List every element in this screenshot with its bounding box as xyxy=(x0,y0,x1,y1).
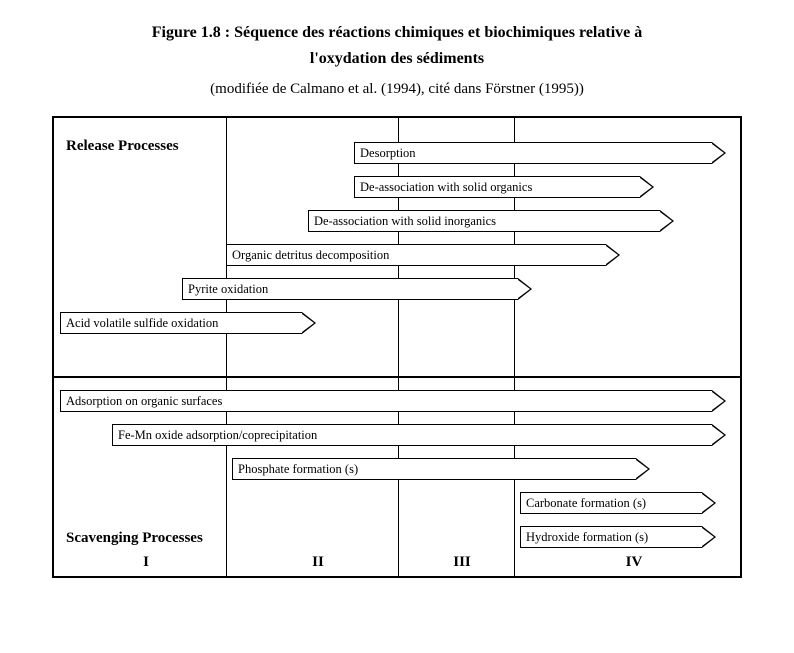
release-arrow-4-label: Pyrite oxidation xyxy=(182,278,518,300)
title-line-2: l'oxydation des sédiments xyxy=(310,50,484,67)
scavenging-arrow-4-label: Hydroxide formation (s) xyxy=(520,526,702,548)
column-divider-1 xyxy=(226,118,227,576)
arrow-head-icon xyxy=(660,210,674,232)
arrow-head-icon xyxy=(636,458,650,480)
arrow-head-icon xyxy=(702,492,716,514)
release-arrow-2: De-association with solid inorganics xyxy=(308,210,674,232)
arrow-head-icon xyxy=(640,176,654,198)
release-arrow-5: Acid volatile sulfide oxidation xyxy=(60,312,316,334)
phase-label-II: II xyxy=(298,554,338,571)
section-divider xyxy=(54,376,740,378)
arrow-head-icon xyxy=(712,142,726,164)
release-arrow-3-label: Organic detritus decomposition xyxy=(226,244,606,266)
release-arrow-5-label: Acid volatile sulfide oxidation xyxy=(60,312,302,334)
scavenging-arrow-4: Hydroxide formation (s) xyxy=(520,526,716,548)
release-processes-label: Release Processes xyxy=(66,138,179,155)
scavenging-arrow-2: Phosphate formation (s) xyxy=(232,458,650,480)
figure-subtitle: (modifiée de Calmano et al. (1994), cité… xyxy=(20,81,774,98)
arrow-head-icon xyxy=(702,526,716,548)
arrow-head-icon xyxy=(606,244,620,266)
figure-title: Figure 1.8 : Séquence des réactions chim… xyxy=(60,20,734,71)
scavenging-arrow-1-label: Fe-Mn oxide adsorption/coprecipitation xyxy=(112,424,712,446)
release-arrow-1: De-association with solid organics xyxy=(354,176,654,198)
release-arrow-0-label: Desorption xyxy=(354,142,712,164)
process-diagram: Release ProcessesScavenging ProcessesIII… xyxy=(52,116,742,578)
phase-label-III: III xyxy=(442,554,482,571)
title-line-1: Figure 1.8 : Séquence des réactions chim… xyxy=(152,24,642,41)
release-arrow-4: Pyrite oxidation xyxy=(182,278,532,300)
arrow-head-icon xyxy=(712,390,726,412)
arrow-head-icon xyxy=(302,312,316,334)
scavenging-arrow-0-label: Adsorption on organic surfaces xyxy=(60,390,712,412)
scavenging-arrow-1: Fe-Mn oxide adsorption/coprecipitation xyxy=(112,424,726,446)
scavenging-arrow-3: Carbonate formation (s) xyxy=(520,492,716,514)
scavenging-arrow-3-label: Carbonate formation (s) xyxy=(520,492,702,514)
scavenging-processes-label: Scavenging Processes xyxy=(66,530,203,547)
phase-label-I: I xyxy=(126,554,166,571)
phase-label-IV: IV xyxy=(614,554,654,571)
release-arrow-0: Desorption xyxy=(354,142,726,164)
release-arrow-1-label: De-association with solid organics xyxy=(354,176,640,198)
scavenging-arrow-0: Adsorption on organic surfaces xyxy=(60,390,726,412)
release-arrow-3: Organic detritus decomposition xyxy=(226,244,620,266)
arrow-head-icon xyxy=(712,424,726,446)
scavenging-arrow-2-label: Phosphate formation (s) xyxy=(232,458,636,480)
release-arrow-2-label: De-association with solid inorganics xyxy=(308,210,660,232)
arrow-head-icon xyxy=(518,278,532,300)
